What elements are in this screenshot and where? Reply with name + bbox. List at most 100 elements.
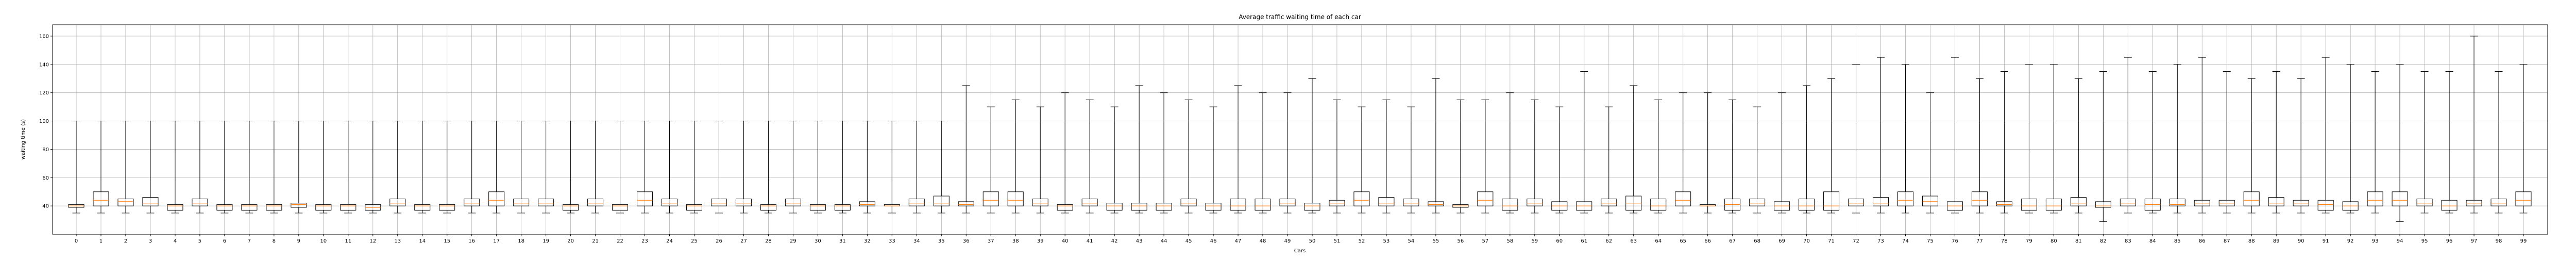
iqr-box — [1403, 198, 1419, 206]
chart-title: Average traffic waiting time of each car — [1239, 13, 1361, 21]
x-tick-label: 63 — [1630, 238, 1637, 244]
iqr-box — [1106, 203, 1123, 211]
iqr-box — [142, 197, 159, 206]
box-0 — [68, 121, 84, 214]
box-46 — [1205, 106, 1222, 214]
box-13 — [389, 121, 406, 214]
iqr-box — [167, 204, 183, 211]
iqr-box — [1971, 191, 1988, 206]
box-61 — [1576, 71, 1592, 214]
box-22 — [612, 121, 629, 214]
box-58 — [1502, 92, 1518, 214]
x-axis-label: Cars — [1294, 248, 1306, 254]
grid-layer — [53, 25, 2548, 234]
iqr-box — [1502, 198, 1518, 211]
x-tick-label: 1 — [99, 238, 103, 244]
iqr-box — [266, 204, 282, 211]
box-31 — [834, 121, 851, 214]
x-tick-label: 4 — [174, 238, 177, 244]
iqr-box — [291, 203, 307, 208]
box-90 — [2293, 78, 2309, 214]
x-tick-label: 44 — [1161, 238, 1167, 244]
x-tick-label: 35 — [938, 238, 945, 244]
x-tick-label: 33 — [889, 238, 895, 244]
box-1 — [93, 121, 109, 214]
iqr-box — [2120, 198, 2136, 206]
iqr-box — [1180, 198, 1197, 206]
x-tick-label: 9 — [297, 238, 300, 244]
iqr-box — [958, 201, 974, 206]
box-59 — [1527, 99, 1543, 214]
box-25 — [686, 121, 702, 214]
iqr-box — [2490, 198, 2507, 206]
box-21 — [587, 121, 604, 214]
y-tick-layer: 40 60 80 100 120 140 160 — [39, 34, 53, 209]
x-tick-label: 41 — [1087, 238, 1093, 244]
iqr-box — [563, 204, 579, 211]
box-43 — [1131, 85, 1147, 214]
box-11 — [340, 121, 357, 214]
box-14 — [414, 121, 431, 214]
box-19 — [538, 121, 554, 214]
box-38 — [1007, 99, 1024, 214]
x-tick-label: 52 — [1359, 238, 1365, 244]
iqr-box — [587, 198, 604, 206]
iqr-box — [809, 204, 826, 211]
x-tick-label: 43 — [1136, 238, 1143, 244]
box-20 — [563, 121, 579, 214]
iqr-box — [1081, 198, 1098, 206]
iqr-box — [1799, 198, 1815, 211]
iqr-box — [1255, 198, 1271, 211]
box-69 — [1774, 92, 1790, 214]
box-57 — [1477, 99, 1494, 214]
iqr-box — [488, 191, 505, 206]
x-tick-label: 17 — [493, 238, 500, 244]
box-36 — [958, 85, 974, 214]
box-89 — [2268, 71, 2284, 214]
box-4 — [167, 121, 183, 214]
box-73 — [1873, 57, 1889, 214]
x-tick-label: 3 — [149, 238, 152, 244]
x-tick-label: 26 — [716, 238, 722, 244]
box-32 — [859, 121, 875, 214]
x-tick-label: 15 — [444, 238, 450, 244]
x-tick-label: 77 — [1976, 238, 1983, 244]
x-tick-label: 86 — [2199, 238, 2206, 244]
iqr-box — [1032, 198, 1048, 206]
x-tick-label: 73 — [1877, 238, 1884, 244]
x-tick-label: 74 — [1902, 238, 1909, 244]
x-tick-label: 39 — [1037, 238, 1044, 244]
iqr-box — [2515, 191, 2532, 206]
x-tick-label: 30 — [815, 238, 821, 244]
iqr-box — [2070, 197, 2087, 206]
box-37 — [982, 106, 999, 214]
box-8 — [266, 121, 282, 214]
x-tick-label: 10 — [320, 238, 327, 244]
iqr-box — [2169, 198, 2185, 206]
box-23 — [637, 121, 653, 214]
box-35 — [933, 121, 950, 214]
box-15 — [439, 121, 455, 214]
x-tick-label: 21 — [592, 238, 599, 244]
x-tick-label: 13 — [394, 238, 401, 244]
box-52 — [1353, 106, 1370, 214]
box-91 — [2317, 57, 2334, 214]
x-tick-label: 78 — [2001, 238, 2008, 244]
x-tick-label: 81 — [2075, 238, 2082, 244]
x-tick-label: 6 — [223, 238, 226, 244]
iqr-box — [192, 198, 208, 206]
iqr-box — [1873, 197, 1889, 206]
iqr-box — [1749, 198, 1766, 206]
x-tick-label: 38 — [1012, 238, 1019, 244]
x-tick-label: 14 — [419, 238, 426, 244]
iqr-box — [2416, 198, 2433, 206]
box-9 — [291, 121, 307, 214]
x-tick-label: 7 — [248, 238, 251, 244]
x-tick-label: 53 — [1383, 238, 1390, 244]
iqr-box — [1428, 201, 1444, 206]
iqr-box — [1848, 198, 1865, 206]
box-74 — [1897, 64, 1914, 214]
box-83 — [2120, 57, 2136, 214]
x-tick-label: 37 — [988, 238, 994, 244]
